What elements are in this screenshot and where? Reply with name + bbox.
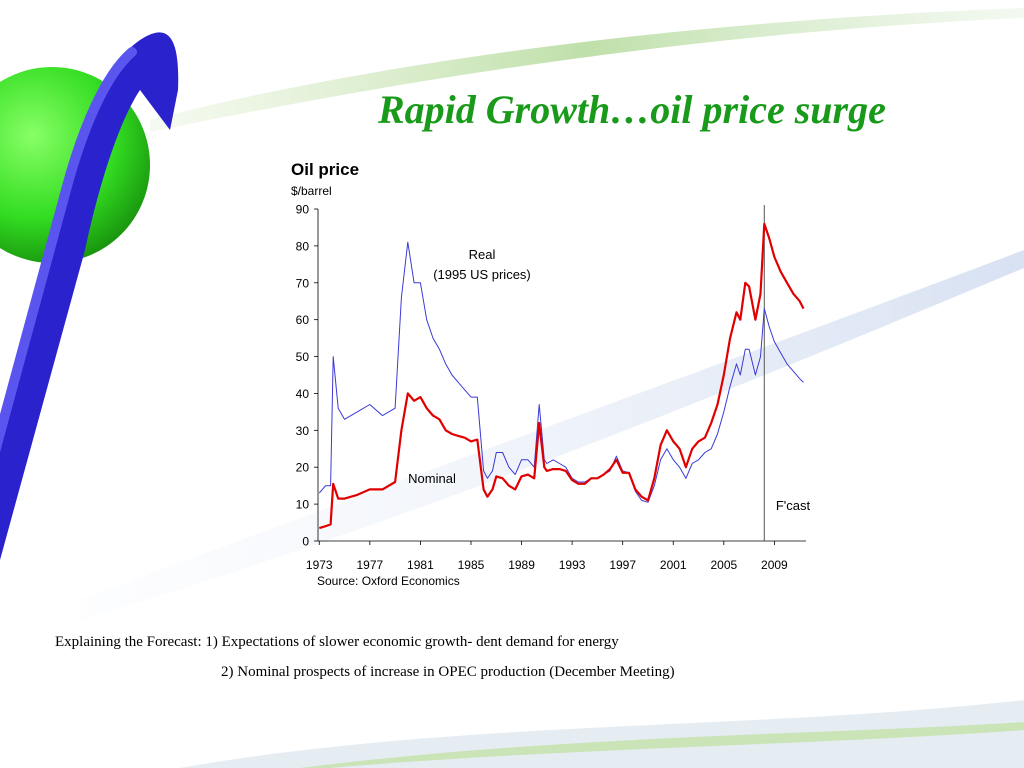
forecast-label: F'cast — [776, 498, 811, 513]
series-line-nominal — [319, 224, 803, 528]
x-tick-label: 1981 — [407, 558, 434, 572]
source-note: Source: Oxford Economics — [317, 574, 460, 588]
y-tick-label: 10 — [296, 498, 310, 512]
series-lines — [319, 224, 803, 528]
y-tick-label: 70 — [296, 276, 310, 290]
forecast-explanation-line-1: Explaining the Forecast: 1) Expectations… — [55, 634, 619, 651]
x-tick-label: 1993 — [559, 558, 586, 572]
x-tick-label: 1973 — [306, 558, 333, 572]
x-tick-label: 1997 — [609, 558, 636, 572]
x-tick-label: 1977 — [356, 558, 383, 572]
y-tick-label: 0 — [302, 535, 309, 549]
series-label-nominal: Nominal — [408, 471, 456, 486]
x-axis: 1973 1977 1981 1985 1989 1993 1997 2001 2005 2009 — [306, 541, 788, 572]
y-tick-label: 30 — [296, 424, 310, 438]
x-tick-label: 2005 — [710, 558, 737, 572]
y-tick-label: 90 — [296, 203, 310, 217]
x-tick-label: 1989 — [508, 558, 535, 572]
x-tick-label: 2001 — [660, 558, 687, 572]
x-tick-label: 1985 — [458, 558, 485, 572]
forecast-explanation-line-2: 2) Nominal prospects of increase in OPEC… — [221, 664, 675, 681]
y-tick-label: 80 — [296, 239, 310, 253]
chart-title: Oil price — [291, 160, 359, 179]
y-axis: 0 10 20 30 40 50 60 70 80 90 — [296, 203, 318, 549]
y-tick-label: 20 — [296, 461, 310, 475]
y-tick-label: 50 — [296, 350, 310, 364]
y-axis-unit-label: $/barrel — [291, 184, 332, 198]
series-sublabel-real: (1995 US prices) — [433, 267, 531, 282]
x-tick-label: 2009 — [761, 558, 788, 572]
y-tick-label: 60 — [296, 313, 310, 327]
oil-price-chart: Oil price $/barrel 0 10 20 30 40 50 60 70 80 90 1… — [0, 0, 1024, 768]
series-line-real — [319, 242, 803, 502]
y-tick-label: 40 — [296, 387, 310, 401]
series-label-real: Real — [469, 247, 496, 262]
